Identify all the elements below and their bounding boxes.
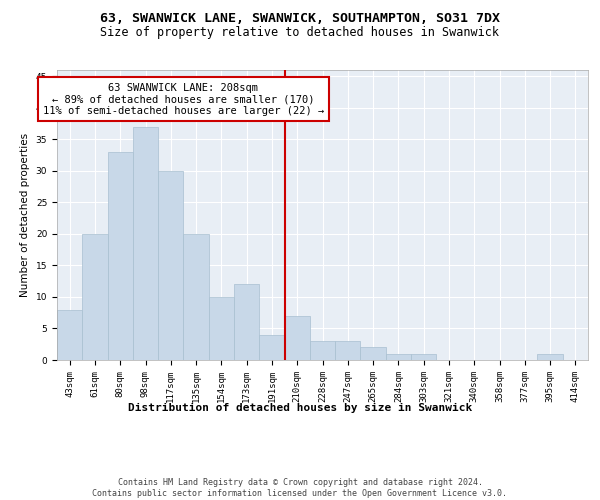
Bar xyxy=(57,310,82,360)
Text: 63 SWANWICK LANE: 208sqm
← 89% of detached houses are smaller (170)
11% of semi-: 63 SWANWICK LANE: 208sqm ← 89% of detach… xyxy=(43,82,324,116)
Text: Size of property relative to detached houses in Swanwick: Size of property relative to detached ho… xyxy=(101,26,499,39)
Bar xyxy=(538,354,563,360)
Bar xyxy=(259,335,284,360)
Bar xyxy=(184,234,209,360)
Bar xyxy=(133,126,158,360)
Bar xyxy=(361,348,386,360)
Bar xyxy=(386,354,411,360)
Bar xyxy=(335,341,361,360)
Bar xyxy=(209,297,234,360)
Bar xyxy=(158,171,184,360)
Bar xyxy=(234,284,259,360)
Bar xyxy=(284,316,310,360)
Text: Contains HM Land Registry data © Crown copyright and database right 2024.
Contai: Contains HM Land Registry data © Crown c… xyxy=(92,478,508,498)
Bar xyxy=(82,234,107,360)
Bar xyxy=(310,341,335,360)
Text: 63, SWANWICK LANE, SWANWICK, SOUTHAMPTON, SO31 7DX: 63, SWANWICK LANE, SWANWICK, SOUTHAMPTON… xyxy=(100,12,500,26)
Bar xyxy=(107,152,133,360)
Bar xyxy=(411,354,436,360)
Y-axis label: Number of detached properties: Number of detached properties xyxy=(20,133,30,297)
Text: Distribution of detached houses by size in Swanwick: Distribution of detached houses by size … xyxy=(128,402,472,412)
